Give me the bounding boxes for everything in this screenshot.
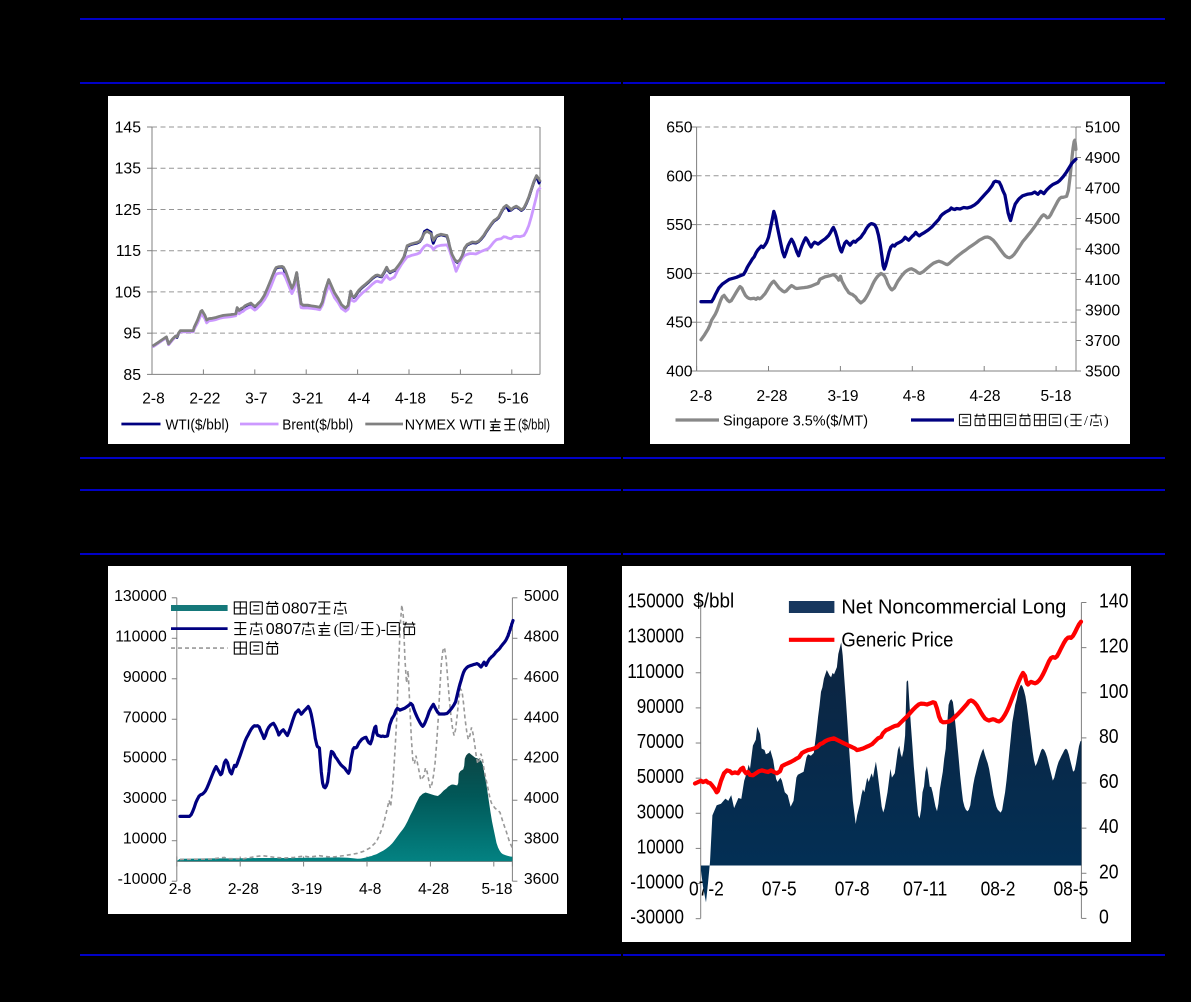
svg-text:2-8: 2-8 bbox=[690, 388, 712, 405]
svg-text:4-28: 4-28 bbox=[418, 881, 449, 898]
svg-text:3-7: 3-7 bbox=[245, 390, 267, 407]
svg-text:(: ( bbox=[334, 622, 339, 638]
svg-text:4000: 4000 bbox=[524, 790, 559, 807]
svg-text:Net Noncommercial Long: Net Noncommercial Long bbox=[841, 597, 1066, 619]
svg-text:3500: 3500 bbox=[1085, 364, 1120, 381]
svg-text:30000: 30000 bbox=[123, 790, 167, 807]
svg-text:0: 0 bbox=[1099, 906, 1109, 928]
svg-text:70000: 70000 bbox=[637, 731, 684, 753]
svg-text:600: 600 bbox=[666, 168, 693, 185]
svg-text:145: 145 bbox=[115, 119, 142, 136]
svg-text:4-18: 4-18 bbox=[395, 390, 426, 407]
svg-text:130000: 130000 bbox=[114, 588, 167, 605]
svg-text:400: 400 bbox=[666, 364, 693, 381]
svg-text:135: 135 bbox=[115, 161, 142, 178]
svg-text:4500: 4500 bbox=[1085, 211, 1120, 228]
svg-text:140: 140 bbox=[1099, 591, 1128, 613]
svg-text:07-8: 07-8 bbox=[835, 878, 870, 900]
svg-text:500: 500 bbox=[666, 266, 693, 283]
svg-text:450: 450 bbox=[666, 315, 693, 332]
svg-text:120: 120 bbox=[1099, 636, 1128, 658]
svg-text:4800: 4800 bbox=[524, 628, 559, 645]
svg-text:(: ( bbox=[1064, 414, 1069, 429]
svg-text:/: / bbox=[1084, 414, 1088, 429]
svg-text:90000: 90000 bbox=[123, 669, 167, 686]
svg-text:105: 105 bbox=[115, 284, 142, 301]
svg-text:08-5: 08-5 bbox=[1054, 878, 1089, 900]
svg-text:/: / bbox=[355, 622, 360, 638]
svg-text:2-22: 2-22 bbox=[189, 390, 220, 407]
svg-text:5-18: 5-18 bbox=[1040, 388, 1071, 405]
svg-text:-30000: -30000 bbox=[630, 907, 684, 929]
svg-text:100: 100 bbox=[1099, 681, 1128, 703]
svg-text:5-18: 5-18 bbox=[481, 881, 512, 898]
svg-text:2-8: 2-8 bbox=[169, 881, 191, 898]
svg-text:2-8: 2-8 bbox=[142, 390, 164, 407]
svg-text:90000: 90000 bbox=[637, 696, 684, 718]
svg-text:Generic Price: Generic Price bbox=[841, 629, 953, 651]
svg-text:5100: 5100 bbox=[1085, 120, 1120, 137]
svg-text:40: 40 bbox=[1099, 816, 1119, 838]
svg-text:Brent($/bbl): Brent($/bbl) bbox=[282, 417, 353, 434]
svg-text:($/bbl): ($/bbl) bbox=[518, 418, 550, 434]
svg-text:110000: 110000 bbox=[115, 628, 167, 645]
svg-text:80: 80 bbox=[1099, 726, 1119, 748]
svg-text:NYMEX WTI: NYMEX WTI bbox=[405, 418, 486, 434]
svg-text:3600: 3600 bbox=[524, 871, 559, 888]
svg-text:$/bbl: $/bbl bbox=[693, 591, 734, 613]
svg-text:50000: 50000 bbox=[123, 750, 167, 767]
svg-text:-10000: -10000 bbox=[630, 872, 684, 894]
svg-text:2-28: 2-28 bbox=[228, 881, 259, 898]
svg-text:125: 125 bbox=[115, 202, 142, 219]
svg-text:08-2: 08-2 bbox=[981, 878, 1016, 900]
svg-text:4-8: 4-8 bbox=[903, 388, 925, 405]
svg-text:30000: 30000 bbox=[637, 801, 684, 823]
svg-text:650: 650 bbox=[666, 120, 693, 137]
svg-text:3900: 3900 bbox=[1085, 303, 1120, 320]
svg-text:4300: 4300 bbox=[1085, 242, 1120, 259]
svg-text:85: 85 bbox=[123, 367, 141, 384]
svg-text:115: 115 bbox=[116, 243, 141, 260]
svg-text:0807: 0807 bbox=[266, 621, 302, 638]
svg-text:10000: 10000 bbox=[123, 831, 167, 848]
svg-text:95: 95 bbox=[123, 326, 141, 343]
svg-text:3800: 3800 bbox=[524, 831, 559, 848]
svg-text:5-2: 5-2 bbox=[451, 390, 473, 407]
svg-text:130000: 130000 bbox=[627, 626, 684, 648]
svg-text:-10000: -10000 bbox=[118, 871, 167, 888]
svg-text:): ) bbox=[1104, 414, 1109, 429]
svg-text:150000: 150000 bbox=[627, 591, 684, 613]
svg-text:4600: 4600 bbox=[524, 669, 559, 686]
svg-text:4-8: 4-8 bbox=[359, 881, 381, 898]
svg-text:10000: 10000 bbox=[637, 836, 684, 858]
svg-text:2-28: 2-28 bbox=[756, 388, 787, 405]
svg-text:Singapore 3.5%($/MT): Singapore 3.5%($/MT) bbox=[723, 413, 868, 430]
svg-text:4700: 4700 bbox=[1085, 181, 1120, 198]
svg-text:550: 550 bbox=[666, 217, 693, 234]
svg-text:110000: 110000 bbox=[627, 661, 684, 683]
svg-text:3-19: 3-19 bbox=[827, 388, 858, 405]
svg-text:3700: 3700 bbox=[1085, 333, 1120, 350]
svg-text:5000: 5000 bbox=[524, 588, 559, 605]
svg-text:4900: 4900 bbox=[1085, 150, 1120, 167]
svg-text:50000: 50000 bbox=[637, 766, 684, 788]
svg-text:07-5: 07-5 bbox=[762, 878, 797, 900]
svg-text:0807: 0807 bbox=[282, 600, 318, 617]
svg-text:20: 20 bbox=[1099, 861, 1119, 883]
svg-text:5-16: 5-16 bbox=[498, 390, 529, 407]
svg-text:4100: 4100 bbox=[1085, 272, 1120, 289]
svg-text:4200: 4200 bbox=[524, 750, 559, 767]
svg-text:60: 60 bbox=[1099, 771, 1119, 793]
svg-text:WTI($/bbl): WTI($/bbl) bbox=[166, 417, 230, 434]
svg-text:70000: 70000 bbox=[123, 709, 167, 726]
svg-text:)-: )- bbox=[376, 622, 386, 638]
svg-text:3-19: 3-19 bbox=[291, 881, 322, 898]
svg-text:4-28: 4-28 bbox=[969, 388, 1000, 405]
svg-text:07-11: 07-11 bbox=[903, 878, 947, 900]
svg-text:4400: 4400 bbox=[524, 709, 559, 726]
svg-text:3-21: 3-21 bbox=[292, 390, 323, 407]
svg-text:4-4: 4-4 bbox=[348, 390, 371, 407]
